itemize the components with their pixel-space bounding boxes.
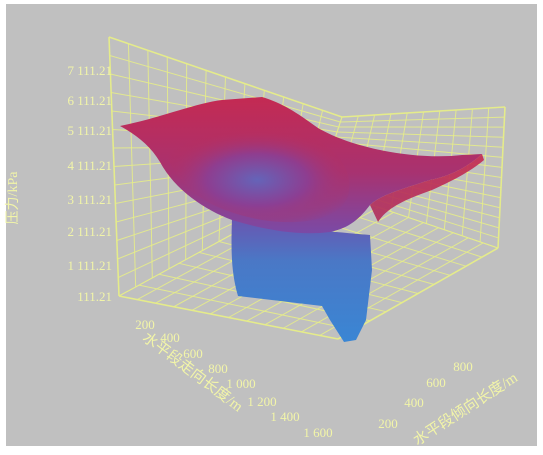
z-tick-label: 1 111.21: [67, 258, 112, 273]
z-tick-label: 7 111.21: [67, 63, 112, 78]
y-tick-label: 200: [378, 416, 398, 431]
z-axis-title: 压力/kPa: [5, 171, 21, 225]
z-tick-label: 3 111.21: [67, 192, 112, 207]
z-tick-label: 5 111.21: [67, 123, 112, 138]
y-tick-label: 600: [426, 375, 446, 390]
x-tick-label: 1 600: [303, 425, 332, 440]
y-tick-label: 400: [404, 395, 424, 410]
x-tick-label: 1 200: [247, 394, 276, 409]
x-tick-label: 1 000: [226, 376, 255, 391]
z-tick-label: 2 111.21: [67, 224, 112, 239]
z-tick-label: 6 111.21: [67, 93, 112, 108]
y-tick-label: 800: [453, 359, 473, 374]
x-tick-label: 800: [208, 361, 228, 376]
z-tick-label: 4 111.21: [67, 158, 112, 173]
x-tick-label: 1 400: [270, 409, 299, 424]
x-tick-label: 200: [135, 317, 155, 332]
z-tick-label: 111.21: [77, 289, 112, 304]
